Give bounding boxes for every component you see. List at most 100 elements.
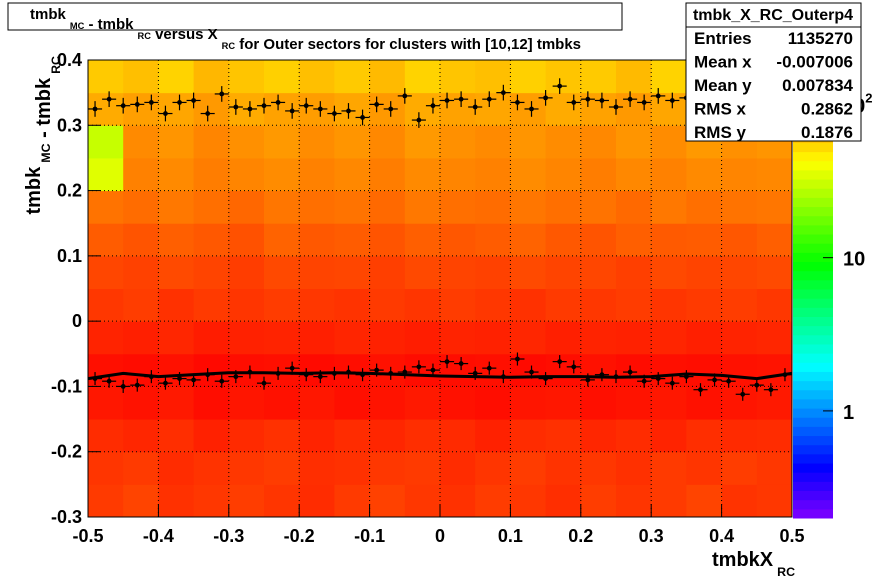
palette-band: [793, 169, 833, 180]
heatmap-cell: [369, 223, 406, 257]
profile-point: [177, 376, 182, 381]
heatmap-cell: [299, 125, 335, 159]
palette-band: [793, 289, 833, 299]
chart-title-part: - tmbk: [84, 16, 134, 33]
plot-frame: [87, 59, 793, 518]
heatmap-cell: [158, 386, 195, 420]
y-tick-label: 0.3: [57, 115, 82, 135]
heatmap-cell: [580, 60, 617, 94]
heatmap-cell: [686, 321, 723, 355]
heatmap-cell: [616, 321, 652, 355]
heatmap-cell: [404, 157, 441, 192]
heatmap-cell: [334, 60, 371, 94]
heatmap-cell: [123, 92, 159, 126]
palette-band: [793, 389, 833, 400]
palette-band: [793, 270, 833, 281]
heatmap-cell: [228, 419, 265, 453]
stats-label: Mean y: [694, 76, 752, 95]
profile-point: [458, 361, 464, 366]
heatmap-cell: [369, 288, 406, 322]
heatmap-cell: [158, 288, 195, 322]
heatmap-cell: [545, 223, 582, 257]
heatmap-cell: [299, 419, 335, 453]
heatmap-cell: [123, 60, 159, 94]
heatmap-cell: [686, 255, 723, 289]
x-axis-title-sub: RC: [777, 565, 795, 578]
palette-band: [793, 160, 833, 171]
heatmap-cell: [440, 125, 476, 159]
heatmap-cell: [545, 484, 582, 518]
stats-value: -0.007006: [776, 53, 853, 72]
heatmap-cell: [299, 386, 335, 420]
x-tick-label: 0.5: [779, 526, 804, 546]
heatmap-cell: [334, 223, 371, 257]
heatmap-cell: [756, 255, 793, 289]
heatmap-cell: [123, 451, 159, 485]
profile-point: [317, 106, 323, 112]
profile-point: [627, 96, 633, 102]
profile-point: [219, 378, 225, 384]
heatmap-cell: [264, 157, 300, 192]
palette-band: [793, 444, 833, 455]
profile-point: [374, 101, 380, 107]
profile-point: [641, 100, 647, 105]
heatmap-cell: [158, 451, 195, 485]
heatmap-cell: [299, 157, 335, 192]
heatmap-cell: [440, 386, 476, 420]
heatmap-cell: [756, 223, 793, 257]
palette-band: [793, 408, 833, 418]
heatmap-cell: [228, 288, 265, 322]
x-tick-label: 0.1: [498, 526, 523, 546]
heatmap-cell: [440, 223, 476, 257]
heatmap-cell: [756, 419, 793, 453]
profile-point: [233, 374, 239, 380]
y-tick-label: 0.1: [57, 246, 82, 266]
heatmap-cell: [651, 353, 687, 387]
heatmap-cell: [88, 288, 124, 322]
x-tick-label: 0.4: [709, 526, 734, 546]
heatmap-cell: [510, 190, 547, 224]
palette-band: [793, 206, 833, 217]
profile-point: [289, 365, 295, 371]
heatmap-cell: [616, 451, 652, 485]
heatmap-cell: [369, 125, 406, 159]
stats-box: [685, 2, 862, 142]
heatmap-cell: [264, 451, 300, 485]
y-tick-label: -0.2: [51, 442, 82, 462]
heatmap-cell: [616, 288, 652, 322]
heatmap-cell: [193, 386, 230, 420]
heatmap-cell: [123, 157, 159, 192]
heatmap-cell: [440, 288, 476, 322]
heatmap-cell: [158, 60, 195, 94]
profile-point: [430, 103, 436, 109]
heatmap-cell: [651, 125, 687, 159]
heatmap-cell: [228, 60, 265, 94]
heatmap-cell: [123, 419, 159, 453]
heatmap-cell: [264, 288, 300, 322]
profile-point: [261, 380, 267, 386]
heatmap-cell: [475, 288, 511, 322]
y-tick-label: 0: [72, 311, 82, 331]
heatmap-cell: [756, 386, 793, 420]
heatmap-cell: [369, 157, 406, 192]
heatmap-cell: [475, 255, 511, 289]
stats-label: RMS x: [694, 100, 747, 119]
profile-point: [106, 96, 112, 102]
heatmap-cell: [193, 92, 230, 126]
heatmap-cell: [123, 125, 159, 159]
heatmap-cell: [580, 484, 617, 518]
heatmap-cell: [686, 419, 723, 453]
heatmap-cell: [510, 125, 547, 159]
profile-point: [571, 100, 577, 105]
x-tick-label: -0.2: [284, 526, 315, 546]
profile-point: [247, 106, 253, 112]
heatmap-cell: [228, 125, 265, 159]
heatmap-cell: [510, 223, 547, 257]
profile-point: [317, 374, 323, 380]
palette-band: [793, 463, 833, 473]
profile-point: [557, 83, 563, 89]
heatmap-cell: [545, 353, 582, 387]
heatmap-cell: [88, 484, 124, 518]
